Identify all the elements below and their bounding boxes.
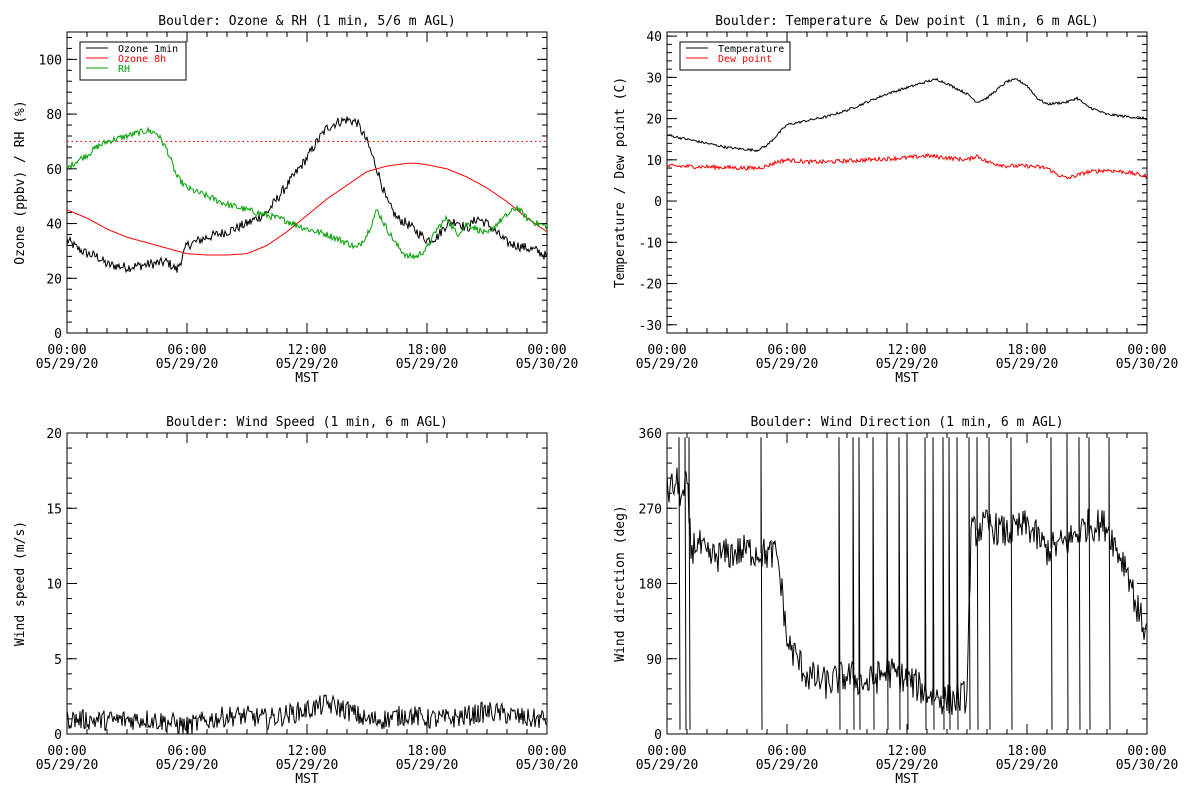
x-axis-label: MST [295,371,319,386]
x-tick-date: 05/29/20 [876,357,939,372]
x-tick-time: 00:00 [1127,343,1166,358]
y-tick-label: 360 [639,427,662,442]
y-tick-label: 40 [46,218,62,233]
legend-entry: Temperature [718,44,784,55]
x-tick-time: 00:00 [527,343,566,358]
y-tick-label: 270 [639,502,662,517]
x-tick-date: 05/29/20 [396,357,459,372]
x-tick-date: 05/29/20 [756,357,819,372]
series-line-1 [667,77,1147,153]
chart-panel-1: Boulder: Ozone & RH (1 min, 5/6 m AGL)00… [13,14,578,386]
y-tick-label: 0 [54,327,62,342]
y-tick-label: -30 [639,319,662,334]
y-tick-label: 20 [646,113,662,128]
x-tick-date: 05/30/20 [516,758,579,773]
x-tick-time: 18:00 [407,744,446,759]
x-tick-time: 00:00 [527,744,566,759]
x-tick-date: 05/29/20 [996,758,1059,773]
y-axis-label: Wind speed (m/s) [13,521,28,646]
x-tick-time: 06:00 [167,744,206,759]
x-tick-date: 05/30/20 [1116,357,1179,372]
y-tick-label: 180 [639,578,662,593]
x-tick-time: 12:00 [887,744,926,759]
x-tick-time: 06:00 [167,343,206,358]
x-tick-time: 12:00 [287,744,326,759]
y-tick-label: -10 [639,236,662,251]
chart-title: Boulder: Temperature & Dew point (1 min,… [715,14,1099,29]
legend-entry: Dew point [718,54,772,65]
series-line-2 [67,162,547,256]
x-tick-time: 06:00 [767,744,806,759]
y-tick-label: 40 [646,30,662,45]
x-axis-label: MST [895,371,919,386]
x-tick-time: 12:00 [887,343,926,358]
x-tick-date: 05/29/20 [156,357,219,372]
legend-entry: RH [118,64,130,75]
x-tick-time: 00:00 [47,744,86,759]
y-tick-label: 0 [54,728,62,743]
x-tick-time: 18:00 [407,343,446,358]
y-tick-label: 60 [46,163,62,178]
chart-panel-4: Boulder: Wind Direction (1 min, 6 m AGL)… [613,415,1178,787]
legend-entry: Ozone 8h [118,54,166,65]
series-line-1 [67,693,547,734]
y-tick-label: 0 [654,728,662,743]
x-tick-time: 18:00 [1007,744,1046,759]
y-tick-label: 10 [46,578,62,593]
y-tick-label: 0 [654,195,662,210]
x-tick-time: 00:00 [1127,744,1166,759]
x-tick-time: 00:00 [47,343,86,358]
x-tick-date: 05/29/20 [396,758,459,773]
legend-entry: Ozone 1min [118,44,178,55]
x-tick-date: 05/29/20 [636,758,699,773]
chart-title: Boulder: Ozone & RH (1 min, 5/6 m AGL) [158,14,455,29]
plot-frame [66,432,548,735]
x-tick-time: 06:00 [767,343,806,358]
x-tick-date: 05/29/20 [876,758,939,773]
x-axis-label: MST [295,772,319,787]
x-tick-date: 05/29/20 [36,357,99,372]
chart-title: Boulder: Wind Speed (1 min, 6 m AGL) [166,415,448,430]
y-tick-label: 20 [46,427,62,442]
series-line-1 [67,116,547,274]
y-tick-label: 100 [39,53,62,68]
x-tick-time: 00:00 [647,343,686,358]
series-line-3 [67,126,547,260]
x-tick-date: 05/29/20 [756,758,819,773]
x-tick-date: 05/29/20 [36,758,99,773]
y-tick-label: 80 [46,108,62,123]
y-axis-label: Ozone (ppbv) / RH (%) [13,100,28,264]
x-tick-time: 12:00 [287,343,326,358]
chart-title: Boulder: Wind Direction (1 min, 6 m AGL) [750,415,1063,430]
plot-frame [666,31,1148,334]
y-tick-label: 15 [46,502,62,517]
y-tick-label: 20 [46,272,62,287]
series-line-2 [667,152,1147,180]
y-tick-label: 90 [646,653,662,668]
chart-panel-2: Boulder: Temperature & Dew point (1 min,… [613,14,1178,386]
x-tick-date: 05/29/20 [276,357,339,372]
x-tick-date: 05/30/20 [516,357,579,372]
series-line-1 [667,437,1147,730]
x-tick-date: 05/29/20 [636,357,699,372]
x-tick-date: 05/29/20 [996,357,1059,372]
y-tick-label: 30 [646,71,662,86]
x-axis-label: MST [895,772,919,787]
y-tick-label: -20 [639,278,662,293]
legend-box [679,41,791,71]
x-tick-date: 05/30/20 [1116,758,1179,773]
y-axis-label: Wind direction (deg) [613,505,628,662]
x-tick-time: 18:00 [1007,343,1046,358]
y-axis-label: Temperature / Dew point (C) [613,77,628,288]
x-tick-date: 05/29/20 [156,758,219,773]
y-tick-label: 10 [646,154,662,169]
chart-panel-3: Boulder: Wind Speed (1 min, 6 m AGL) 00:0… [13,415,578,787]
x-tick-time: 00:00 [647,744,686,759]
x-tick-date: 05/29/20 [276,758,339,773]
y-tick-label: 5 [54,653,62,668]
